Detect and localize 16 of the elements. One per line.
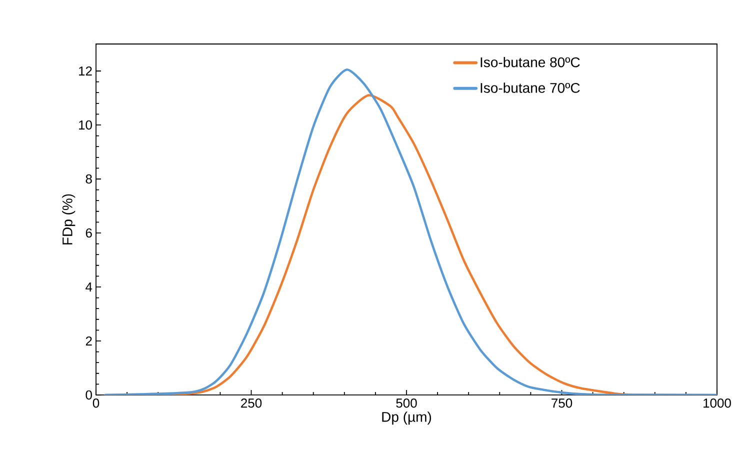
x-tick-label: 250 — [241, 398, 262, 408]
y-tick-label: 10 — [79, 120, 92, 130]
x-tick-label: 1000 — [704, 398, 731, 408]
y-tick-label: 0 — [86, 390, 92, 400]
x-tick-label: 0 — [92, 398, 100, 408]
x-axis-title: Dp (µm) — [382, 412, 432, 425]
y-tick-label: 6 — [86, 228, 92, 238]
x-tick-label: 500 — [396, 398, 417, 408]
y-tick-label: 4 — [86, 282, 92, 292]
x-tick-label: 750 — [552, 398, 572, 408]
y-tick-label: 2 — [86, 336, 92, 346]
legend-label: Iso-butane 70ºC — [480, 82, 580, 93]
legend-label: Iso-butane 80ºC — [480, 56, 580, 68]
y-axis-title: FDp (%) — [62, 194, 76, 244]
y-tick-label: 12 — [79, 66, 92, 76]
y-tick-label: 8 — [86, 174, 92, 184]
